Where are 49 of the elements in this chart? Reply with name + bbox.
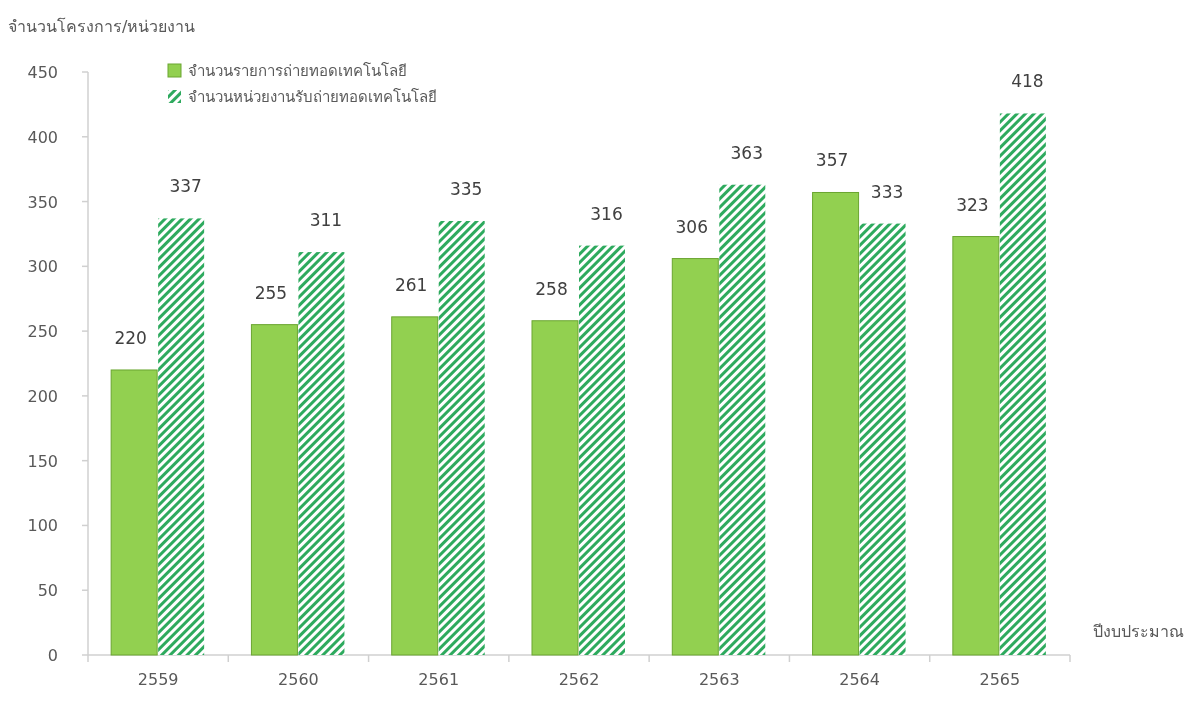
bar: [671, 258, 719, 656]
x-axis-title: ปีงบประมาณ: [1093, 622, 1184, 641]
bar: [952, 236, 1000, 656]
y-tick-label: 250: [27, 322, 58, 342]
x-tick-label: 2563: [698, 670, 740, 689]
data-label: 261: [394, 274, 428, 295]
bar: [531, 320, 579, 656]
y-tick-label: 200: [27, 386, 58, 406]
bar: [999, 113, 1046, 655]
data-label: 316: [590, 203, 623, 224]
data-label: 311: [309, 210, 343, 231]
bar: [438, 220, 485, 655]
bar: [859, 223, 906, 655]
y-tick-label: 50: [37, 581, 58, 601]
bar: [391, 316, 439, 656]
y-tick-label: 100: [27, 516, 58, 536]
data-label: 323: [956, 194, 989, 215]
bar: [250, 324, 298, 656]
data-label: 337: [169, 176, 202, 197]
y-tick-label: 150: [27, 451, 58, 471]
bar: [110, 369, 158, 656]
y-tick-label: 450: [27, 63, 58, 82]
x-tick-label: 2561: [418, 670, 460, 689]
data-label: 363: [730, 142, 764, 163]
bar: [812, 191, 860, 656]
data-label: 220: [114, 327, 147, 348]
bar: [158, 218, 205, 655]
x-tick-label: 2562: [558, 670, 600, 689]
data-label: 333: [870, 181, 904, 202]
y-axis-title: จำนวนโครงการ/หน่วยงาน: [8, 17, 196, 36]
data-label: 255: [254, 282, 288, 303]
data-label: 258: [535, 278, 568, 299]
data-label: 357: [815, 150, 849, 171]
x-tick-label: 2559: [137, 670, 179, 689]
x-tick-label: 2565: [979, 670, 1021, 689]
data-label: 335: [449, 178, 483, 199]
bar: [298, 252, 345, 655]
data-label: 306: [675, 216, 709, 237]
y-tick-label: 0: [47, 646, 58, 665]
legend-label: จำนวนหน่วยงานรับถ่ายทอดเทคโนโลยี: [188, 88, 437, 106]
y-tick-label: 300: [27, 257, 58, 277]
x-tick-label: 2564: [839, 670, 880, 689]
bar: [579, 245, 625, 655]
y-tick-label: 400: [27, 127, 58, 147]
legend-label: จำนวนรายการถ่ายทอดเทคโนโลยี: [188, 62, 407, 80]
bar: [719, 184, 766, 655]
x-tick-label: 2560: [278, 670, 319, 689]
data-label: 418: [1011, 71, 1044, 92]
y-tick-label: 350: [27, 192, 58, 212]
